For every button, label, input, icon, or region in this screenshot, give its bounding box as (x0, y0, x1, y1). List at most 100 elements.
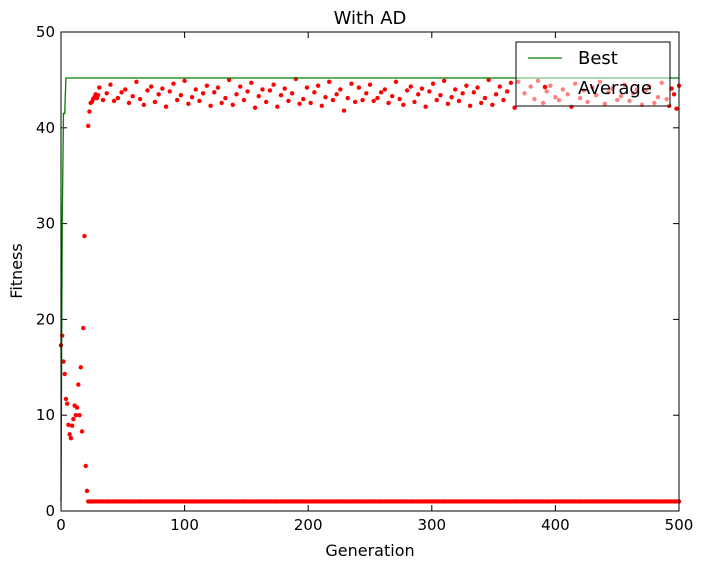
average-point-early (66, 422, 71, 427)
average-point-plateau (475, 85, 480, 90)
legend-swatch-average (542, 84, 548, 90)
average-point-early (77, 413, 82, 418)
average-point-plateau (278, 93, 284, 98)
average-point-plateau (312, 90, 317, 95)
average-point-plateau (327, 79, 332, 85)
average-point-plateau (319, 103, 324, 108)
average-point-plateau (330, 97, 336, 103)
average-point-plateau (174, 97, 180, 103)
average-point-plateau (160, 86, 165, 91)
y-tick-label: 40 (36, 119, 55, 137)
y-tick-label: 30 (36, 215, 55, 233)
series-layer (58, 76, 682, 504)
average-point-plateau (200, 91, 206, 96)
average-point-plateau (445, 101, 451, 107)
average-point-plateau (186, 101, 191, 107)
average-point-plateau (427, 89, 432, 94)
average-point-plateau (223, 95, 228, 101)
x-tick-label: 0 (56, 516, 66, 534)
average-point-plateau (430, 81, 436, 86)
average-point-plateau (204, 83, 210, 88)
average-point-plateau (297, 101, 302, 107)
average-point-plateau (371, 98, 376, 104)
average-point-plateau (456, 98, 462, 104)
average-point-plateau (386, 100, 391, 106)
average-point-early (73, 413, 79, 418)
average-point-plateau (412, 99, 417, 105)
x-tick-label: 200 (294, 516, 323, 534)
average-point-early (95, 93, 101, 98)
average-point-plateau (467, 103, 473, 108)
average-point-plateau (423, 104, 428, 109)
x-tick-label: 100 (170, 516, 199, 534)
legend: Best Average (515, 41, 671, 107)
average-point-plateau (434, 97, 439, 103)
average-point-plateau (215, 85, 221, 90)
average-point-plateau (245, 89, 250, 94)
average-point-early (69, 423, 75, 428)
average-point-plateau (671, 92, 677, 97)
average-point-plateau (408, 84, 413, 89)
average-point-plateau (286, 98, 291, 104)
average-point-plateau (345, 95, 350, 101)
average-point-plateau (464, 83, 469, 88)
average-point-plateau (189, 94, 195, 100)
average-point-early (63, 396, 69, 402)
average-point-plateau (260, 87, 265, 92)
average-point-early (76, 382, 81, 387)
average-point-plateau (501, 97, 506, 103)
average-point-plateau (438, 93, 443, 98)
average-point-plateau (479, 100, 484, 106)
average-point-plateau (301, 96, 306, 102)
average-point-plateau (401, 102, 406, 108)
average-point-plateau (393, 79, 399, 85)
average-point-early (82, 233, 87, 239)
average-point-plateau (182, 78, 187, 84)
average-point-plateau (149, 84, 154, 89)
average-point-plateau (241, 97, 247, 103)
average-point-plateau (375, 95, 380, 101)
average-point-plateau (334, 92, 339, 97)
average-point-plateau (504, 89, 510, 94)
average-point-plateau (493, 92, 499, 97)
average-point-plateau (134, 79, 139, 85)
average-point-plateau (419, 86, 425, 91)
legend-box (515, 41, 671, 107)
average-point-plateau (193, 87, 198, 92)
average-point-plateau (275, 104, 280, 109)
average-point-plateau (234, 92, 239, 97)
average-point-early (64, 401, 70, 406)
average-point-plateau (441, 78, 447, 84)
average-point-plateau (123, 87, 128, 92)
average-point-plateau (212, 90, 217, 95)
average-point-plateau (416, 92, 421, 97)
average-point-plateau (115, 95, 121, 101)
average-point-plateau (308, 100, 313, 106)
average-point-plateau (360, 97, 365, 103)
average-point-plateau (256, 93, 261, 99)
average-point-plateau (104, 91, 109, 96)
legend-label-best: Best (578, 48, 618, 69)
average-point-plateau (315, 83, 321, 88)
average-point-plateau (100, 97, 106, 103)
average-point-plateau (119, 90, 124, 95)
average-point-early (61, 359, 66, 364)
average-point-plateau (219, 100, 224, 106)
y-axis-label: Fitness (7, 243, 26, 298)
average-point-plateau (152, 99, 158, 105)
average-point-plateau (323, 94, 328, 100)
average-point-early (68, 435, 74, 441)
average-point-plateau (390, 93, 395, 99)
average-point-plateau (453, 87, 458, 92)
x-tick-label: 500 (665, 516, 694, 534)
average-point-plateau (486, 77, 491, 83)
y-tick-label: 10 (36, 406, 55, 424)
average-point-early (74, 405, 80, 410)
average-point-plateau (449, 94, 454, 100)
average-point-plateau (508, 80, 514, 85)
average-point-early (83, 463, 88, 469)
average-point-plateau (108, 82, 113, 87)
average-point-plateau (267, 88, 273, 93)
average-point-plateau (145, 88, 150, 93)
